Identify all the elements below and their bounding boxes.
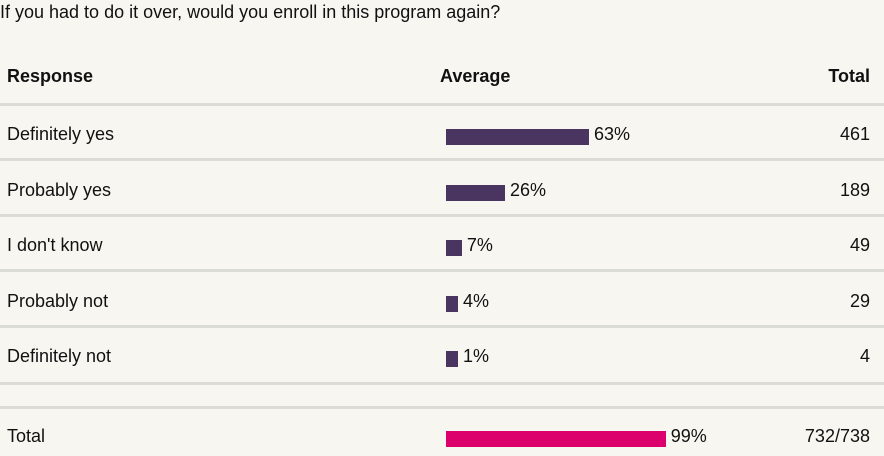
response-percent: 4% (463, 290, 490, 311)
response-percent: 26% (510, 179, 547, 200)
total-count: 732/738 (804, 426, 870, 446)
row-divider (0, 213, 884, 217)
table-row: Definitely not 1% 4 (0, 346, 884, 370)
total-bar (446, 431, 666, 447)
response-bar (446, 240, 462, 256)
total-percent: 99% (670, 426, 707, 446)
response-label: Definitely not (7, 346, 112, 366)
body-divider (0, 382, 884, 385)
response-label: Probably yes (7, 179, 112, 200)
column-header-average: Average (440, 66, 511, 86)
response-bar (446, 184, 506, 201)
response-total: 189 (839, 179, 870, 200)
column-header-total: Total (828, 66, 870, 86)
response-label: Definitely yes (7, 124, 115, 144)
total-row: Total 99% 732/738 (0, 426, 884, 450)
response-bar (446, 129, 589, 145)
table-header: Response Average Total (0, 66, 884, 90)
response-label: I don't know (7, 235, 103, 255)
response-bar (446, 351, 458, 367)
row-divider (0, 269, 884, 272)
row-divider (0, 158, 884, 161)
table-row: I don't know 7% 49 (0, 235, 884, 259)
response-percent: 7% (466, 235, 493, 255)
total-divider (0, 406, 884, 409)
row-divider (0, 324, 884, 328)
question-title: If you had to do it over, would you enro… (0, 2, 501, 22)
response-total: 461 (839, 124, 870, 144)
table-row: Probably not 4% 29 (0, 291, 884, 315)
response-total: 4 (859, 346, 870, 366)
response-label: Probably not (7, 290, 109, 311)
table-row: Definitely yes 63% 461 (0, 124, 884, 148)
table-row: Probably yes 26% 189 (0, 180, 884, 204)
column-header-response: Response (7, 66, 94, 86)
response-total: 49 (849, 235, 870, 255)
header-divider (0, 103, 884, 106)
response-bar (446, 295, 458, 312)
response-total: 29 (849, 290, 870, 311)
total-row-label: Total (7, 426, 46, 446)
response-percent: 63% (594, 124, 631, 144)
response-percent: 1% (463, 346, 490, 366)
